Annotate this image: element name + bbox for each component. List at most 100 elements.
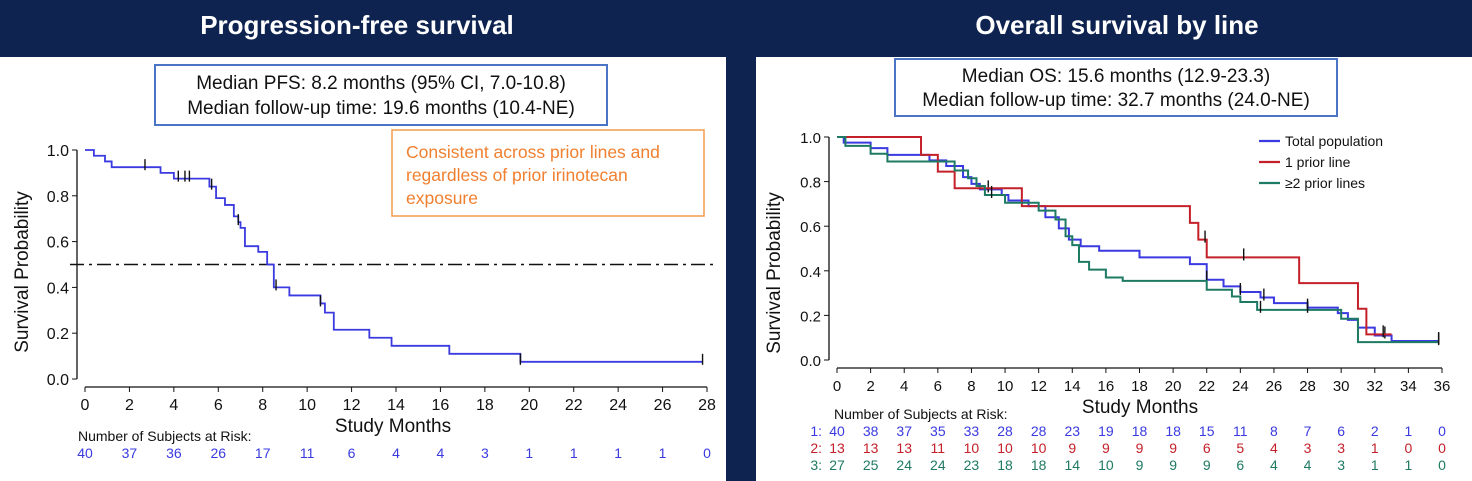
pfs-note-line-2: regardless of prior irinotecan [406, 165, 628, 185]
os-x-tick-label: 12 [1030, 378, 1047, 395]
os-x-tick-label: 0 [833, 378, 841, 395]
os-risk-value: 9 [1169, 457, 1177, 473]
os-risk-value: 23 [1064, 423, 1080, 439]
os-risk-value: 24 [930, 457, 946, 473]
os-x-tick-label: 2 [866, 378, 874, 395]
os-risk-value: 13 [829, 440, 845, 456]
os-curve-total-population [837, 136, 1439, 343]
pfs-risk-value: 4 [437, 445, 445, 461]
os-risk-value: 23 [964, 457, 980, 473]
os-curve-1-prior-line [837, 136, 1392, 336]
os-risk-value: 7 [1304, 423, 1312, 439]
os-x-tick-label: 30 [1333, 378, 1350, 395]
os-risk-value: 9 [1136, 440, 1144, 456]
os-curve-2-plus-prior-lines [837, 136, 1439, 344]
os-risk-value: 37 [896, 423, 912, 439]
os-panel: Median OS: 15.6 months (12.9-23.3) Media… [756, 57, 1472, 481]
os-risk-value: 0 [1438, 423, 1446, 439]
os-y-tick-label: 0.8 [800, 175, 821, 192]
pfs-summary-box [154, 64, 608, 126]
pfs-risk-value: 17 [255, 445, 271, 461]
pfs-x-tick-label: 0 [81, 397, 90, 414]
os-x-tick-label: 20 [1165, 378, 1182, 395]
os-risk-value: 10 [1098, 457, 1114, 473]
pfs-risk-value: 36 [166, 445, 182, 461]
os-risk-value: 3 [1304, 440, 1312, 456]
os-legend-label: Total population [1285, 133, 1383, 149]
os-risk-value: 13 [896, 440, 912, 456]
pfs-x-tick-label: 18 [476, 397, 494, 414]
pfs-risk-value: 4 [392, 445, 400, 461]
os-risk-value: 27 [829, 457, 845, 473]
os-y-tick-label: 0.4 [800, 264, 821, 281]
os-x-tick-label: 22 [1198, 378, 1215, 395]
pfs-x-tick-label: 4 [169, 397, 178, 414]
os-x-tick-label: 8 [967, 378, 975, 395]
os-risk-value: 0 [1438, 457, 1446, 473]
os-risk-value: 15 [1199, 423, 1215, 439]
os-risk-value: 28 [997, 423, 1013, 439]
os-y-tick-label: 1.0 [800, 130, 821, 147]
os-followup-text: Median follow-up time: 32.7 months (24.0… [922, 90, 1310, 111]
os-risk-value: 14 [1064, 457, 1080, 473]
os-risk-value: 0 [1404, 440, 1412, 456]
os-risk-row-label: 2: [810, 440, 822, 456]
pfs-x-tick-label: 12 [343, 397, 361, 414]
os-risk-value: 1 [1404, 423, 1412, 439]
os-median-text: Median OS: 15.6 months (12.9-23.3) [962, 66, 1270, 87]
os-risk-value: 3 [1337, 457, 1345, 473]
os-risk-row-label: 3: [810, 457, 822, 473]
pfs-x-tick-label: 22 [565, 397, 583, 414]
pfs-x-tick-label: 8 [258, 397, 267, 414]
os-x-tick-label: 26 [1266, 378, 1283, 395]
pfs-x-tick-label: 10 [298, 397, 316, 414]
os-x-tick-label: 4 [900, 378, 908, 395]
pfs-x-axis-label: Study Months [335, 416, 451, 437]
os-risk-value: 9 [1203, 457, 1211, 473]
pfs-note-line-1: Consistent across prior lines and [406, 142, 660, 162]
pfs-panel-title: Progression-free survival [200, 10, 514, 40]
os-risk-value: 11 [1233, 423, 1248, 439]
pfs-panel: Median PFS: 8.2 months (95% CI, 7.0-10.8… [0, 57, 726, 481]
os-risk-value: 6 [1236, 457, 1244, 473]
pfs-median-text: Median PFS: 8.2 months (95% CI, 7.0-10.8… [196, 73, 566, 94]
os-risk-value: 1 [1371, 457, 1379, 473]
os-risk-value: 9 [1102, 440, 1110, 456]
os-risk-row-label: 1: [810, 423, 822, 439]
pfs-x-tick-label: 28 [698, 397, 716, 414]
os-risk-value: 35 [930, 423, 946, 439]
os-risk-value: 6 [1203, 440, 1211, 456]
pfs-note-line-3: exposure [406, 188, 478, 208]
os-x-tick-label: 36 [1434, 378, 1451, 395]
os-risk-value: 4 [1270, 440, 1278, 456]
pfs-risk-value: 6 [348, 445, 356, 461]
os-risk-value: 18 [1132, 423, 1148, 439]
os-x-tick-label: 16 [1098, 378, 1115, 395]
pfs-risk-value: 1 [525, 445, 533, 461]
os-risk-value: 19 [1098, 423, 1114, 439]
pfs-risk-title: Number of Subjects at Risk: [78, 428, 252, 444]
os-risk-value: 9 [1136, 457, 1144, 473]
pfs-y-tick-label: 0.4 [47, 280, 69, 297]
os-x-tick-label: 14 [1064, 378, 1081, 395]
os-risk-value: 38 [863, 423, 879, 439]
os-summary-box [894, 58, 1338, 117]
os-y-axis-label: Survival Probability [764, 192, 785, 354]
os-legend-label: 1 prior line [1285, 154, 1351, 170]
os-x-tick-label: 24 [1232, 378, 1249, 395]
os-chart: Median OS: 15.6 months (12.9-23.3) Media… [764, 58, 1451, 473]
pfs-risk-value: 37 [122, 445, 138, 461]
pfs-x-tick-label: 20 [520, 397, 538, 414]
os-risk-value: 4 [1270, 457, 1278, 473]
os-x-tick-label: 18 [1131, 378, 1148, 395]
os-x-tick-label: 6 [934, 378, 942, 395]
os-risk-value: 18 [1031, 457, 1047, 473]
os-risk-value: 25 [863, 457, 879, 473]
os-risk-value: 18 [1165, 423, 1181, 439]
pfs-x-tick-label: 26 [654, 397, 672, 414]
pfs-followup-text: Median follow-up time: 19.6 months (10.4… [187, 98, 575, 119]
pfs-x-tick-label: 14 [387, 397, 405, 414]
os-risk-value: 13 [863, 440, 879, 456]
os-risk-value: 9 [1169, 440, 1177, 456]
os-risk-value: 6 [1337, 423, 1345, 439]
